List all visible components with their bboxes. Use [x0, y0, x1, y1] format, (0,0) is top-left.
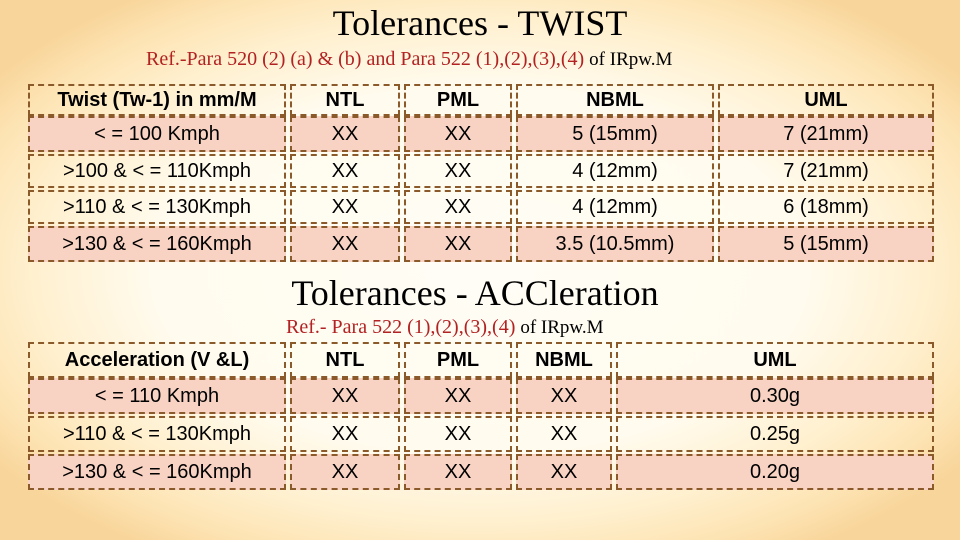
table-row: >110 & < = 130Kmph XX XX XX 0.25g: [28, 416, 934, 452]
column-header: PML: [404, 342, 512, 378]
table-cell: >110 & < = 130Kmph: [28, 190, 286, 224]
table-row: >130 & < = 160Kmph XX XX 3.5 (10.5mm) 5 (15m…: [28, 226, 934, 262]
table-cell: XX: [404, 116, 512, 152]
table-cell: >100 & < = 110Kmph: [28, 154, 286, 188]
table-cell: XX: [404, 416, 512, 452]
table-cell: < = 110 Kmph: [28, 378, 286, 414]
table-row: < = 100 Kmph XX XX 5 (15mm) 7 (21mm): [28, 116, 934, 152]
twist-reference-source: of IRpw.M: [589, 49, 673, 70]
table-cell: 4 (12mm): [516, 154, 714, 188]
column-header: Acceleration (V &L): [28, 342, 286, 378]
twist-reference-text: Ref.-Para 520 (2) (a) & (b) and Para 522…: [146, 48, 585, 70]
table-cell: XX: [290, 154, 400, 188]
table-cell: XX: [516, 378, 612, 414]
table-cell: 4 (12mm): [516, 190, 714, 224]
table-cell: < = 100 Kmph: [28, 116, 286, 152]
table-row: >100 & < = 110Kmph XX XX 4 (12mm) 7 (21mm): [28, 154, 934, 188]
column-header: UML: [616, 342, 934, 378]
table-cell: 3.5 (10.5mm): [516, 226, 714, 262]
table-cell: XX: [404, 378, 512, 414]
table-cell: XX: [290, 116, 400, 152]
table-cell: XX: [404, 454, 512, 490]
acceleration-reference-text: Ref.- Para 522 (1),(2),(3),(4): [286, 316, 516, 338]
header-row: Acceleration (V &L) NTL PML NBML UML: [28, 342, 934, 378]
table-row: >130 & < = 160Kmph XX XX XX 0.20g: [28, 454, 934, 490]
table-cell: >130 & < = 160Kmph: [28, 226, 286, 262]
twist-table: Twist (Tw-1) in mm/M NTL PML NBML UML < = 100…: [28, 84, 934, 264]
table-cell: 0.25g: [616, 416, 934, 452]
table-row: < = 110 Kmph XX XX XX 0.30g: [28, 378, 934, 414]
header-row: Twist (Tw-1) in mm/M NTL PML NBML UML: [28, 84, 934, 116]
table-cell: >130 & < = 160Kmph: [28, 454, 286, 490]
table-cell: XX: [404, 226, 512, 262]
acceleration-reference: Ref.- Para 522 (1),(2),(3),(4) of IRpw.M: [286, 316, 604, 339]
column-header: NTL: [290, 84, 400, 116]
column-header: NBML: [516, 84, 714, 116]
table-cell: XX: [290, 226, 400, 262]
table-cell: 0.30g: [616, 378, 934, 414]
column-header: Twist (Tw-1) in mm/M: [28, 84, 286, 116]
table-cell: XX: [516, 454, 612, 490]
acceleration-reference-source: of IRpw.M: [520, 317, 604, 338]
acceleration-title: Tolerances - ACCleration: [291, 273, 659, 313]
column-header: NTL: [290, 342, 400, 378]
twist-reference: Ref.-Para 520 (2) (a) & (b) and Para 522…: [146, 48, 672, 71]
table-cell: XX: [290, 378, 400, 414]
table-cell: XX: [516, 416, 612, 452]
table-cell: 7 (21mm): [718, 154, 934, 188]
table-cell: 7 (21mm): [718, 116, 934, 152]
twist-title: Tolerances - TWIST: [332, 3, 628, 43]
table-cell: 6 (18mm): [718, 190, 934, 224]
table-cell: XX: [290, 454, 400, 490]
table-cell: XX: [290, 416, 400, 452]
table-cell: 0.20g: [616, 454, 934, 490]
table-cell: 5 (15mm): [718, 226, 934, 262]
acceleration-table: Acceleration (V &L) NTL PML NBML UML < = 110 …: [28, 342, 934, 492]
table-cell: >110 & < = 130Kmph: [28, 416, 286, 452]
table-cell: XX: [404, 154, 512, 188]
column-header: UML: [718, 84, 934, 116]
column-header: NBML: [516, 342, 612, 378]
table-cell: XX: [404, 190, 512, 224]
table-row: >110 & < = 130Kmph XX XX 4 (12mm) 6 (18mm): [28, 190, 934, 224]
table-cell: 5 (15mm): [516, 116, 714, 152]
column-header: PML: [404, 84, 512, 116]
table-cell: XX: [290, 190, 400, 224]
